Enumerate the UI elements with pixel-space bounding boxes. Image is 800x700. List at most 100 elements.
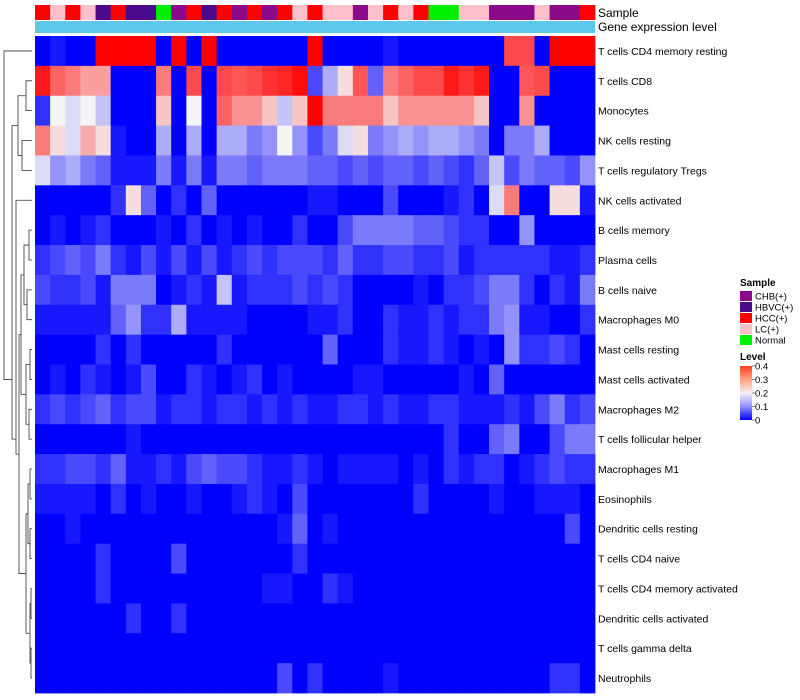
- heatmap-cell: [262, 155, 278, 186]
- heatmap-cell: [564, 663, 581, 694]
- heatmap-cell: [292, 215, 308, 246]
- sample-annotation-cell: [216, 5, 233, 20]
- heatmap-cell: [216, 185, 233, 216]
- heatmap-cell: [549, 543, 566, 574]
- heatmap-cell: [519, 483, 535, 515]
- heatmap-cell: [489, 454, 505, 485]
- heatmap-cell: [428, 424, 445, 455]
- heatmap-cell: [398, 274, 414, 306]
- heatmap-cell: [125, 543, 142, 574]
- heatmap-cell: [186, 394, 202, 425]
- heatmap-cell: [201, 424, 218, 455]
- heatmap-cell: [65, 454, 81, 485]
- heatmap-cell: [80, 334, 96, 365]
- heatmap-cell: [95, 274, 112, 306]
- heatmap-cell: [292, 65, 308, 97]
- dendrogram-branch: [15, 199, 32, 455]
- heatmap-cell: [519, 454, 535, 485]
- heatmap-cell: [171, 424, 187, 455]
- heatmap-cell: [337, 274, 354, 306]
- expression-annotation-title: Gene expression level: [598, 20, 717, 34]
- sample-annotation-cell: [156, 5, 172, 20]
- heatmap-cell: [352, 603, 369, 634]
- heatmap-cell: [534, 274, 550, 306]
- heatmap-cell: [352, 245, 369, 276]
- heatmap-cell: [50, 483, 66, 515]
- heatmap-cell: [534, 633, 550, 664]
- heatmap-cell: [564, 95, 581, 126]
- dendrogram-branch: [28, 408, 32, 440]
- heatmap-cell: [534, 573, 550, 604]
- heatmap-cell: [201, 603, 218, 634]
- heatmap-cell: [125, 394, 142, 425]
- heatmap-cell: [80, 394, 96, 425]
- sample-annotation-cell: [489, 5, 505, 20]
- dendrogram-branch: [26, 289, 32, 321]
- heatmap-cell: [383, 95, 399, 126]
- heatmap-cell: [579, 543, 596, 574]
- heatmap-cell: [186, 95, 202, 126]
- heatmap-cell: [473, 603, 490, 634]
- heatmap-cell: [216, 245, 233, 276]
- heatmap-cell: [292, 274, 308, 306]
- sample-annotation-cell: [534, 5, 550, 20]
- heatmap-cell: [307, 245, 323, 276]
- heatmap-cell: [413, 394, 429, 425]
- row-label: NK cells resting: [598, 136, 671, 148]
- heatmap-cell: [428, 125, 445, 156]
- heatmap-cell: [367, 454, 384, 485]
- heatmap-cell: [201, 125, 218, 156]
- heatmap-cell: [579, 364, 596, 395]
- heatmap-cell: [579, 633, 596, 664]
- heatmap-cell: [110, 663, 127, 694]
- heatmap-cell: [519, 215, 535, 246]
- heatmap-cell: [246, 65, 263, 97]
- heatmap-cell: [140, 573, 157, 604]
- heatmap-cell: [110, 274, 127, 306]
- heatmap-cell: [473, 36, 490, 67]
- heatmap-cell: [201, 36, 218, 67]
- row-dendrogram: [3, 50, 32, 679]
- heatmap-cell: [65, 573, 81, 604]
- sample-annotation-cell: [307, 5, 323, 20]
- heatmap-cell: [216, 215, 233, 246]
- heatmap-cell: [35, 573, 51, 604]
- heatmap-cell: [171, 245, 187, 276]
- heatmap-cell: [458, 304, 475, 336]
- heatmap-cell: [277, 155, 293, 186]
- heatmap-cells: [35, 36, 596, 694]
- heatmap-cell: [413, 36, 429, 67]
- heatmap-cell: [564, 424, 581, 455]
- heatmap-cell: [110, 334, 127, 365]
- heatmap-cell: [186, 65, 202, 97]
- heatmap-cell: [579, 215, 596, 246]
- heatmap-cell: [246, 245, 263, 276]
- heatmap-cell: [473, 155, 490, 186]
- heatmap-cell: [398, 155, 414, 186]
- heatmap-cell: [352, 95, 369, 126]
- heatmap-cell: [413, 364, 429, 395]
- heatmap-cell: [398, 663, 414, 694]
- heatmap-cell: [367, 483, 384, 515]
- heatmap-cell: [110, 603, 127, 634]
- heatmap-cell: [428, 95, 445, 126]
- heatmap-cell: [443, 274, 460, 306]
- dendrogram-branch: [30, 647, 32, 679]
- row-label: Mast cells activated: [598, 374, 690, 386]
- heatmap-cell: [519, 304, 535, 336]
- row-label: Mast cells resting: [598, 345, 679, 357]
- heatmap-cell: [398, 304, 414, 336]
- heatmap-cell: [95, 304, 112, 336]
- heatmap-cell: [156, 155, 172, 186]
- heatmap-cell: [35, 424, 51, 455]
- heatmap-cell: [80, 603, 96, 634]
- heatmap-cell: [231, 633, 248, 664]
- sample-annotation-cell: [80, 5, 96, 20]
- heatmap-cell: [564, 394, 581, 425]
- heatmap-cell: [186, 215, 202, 246]
- heatmap-cell: [504, 454, 520, 485]
- heatmap-cell: [428, 633, 445, 664]
- heatmap-cell: [549, 185, 566, 216]
- heatmap-cell: [125, 454, 142, 485]
- heatmap-cell: [383, 424, 399, 455]
